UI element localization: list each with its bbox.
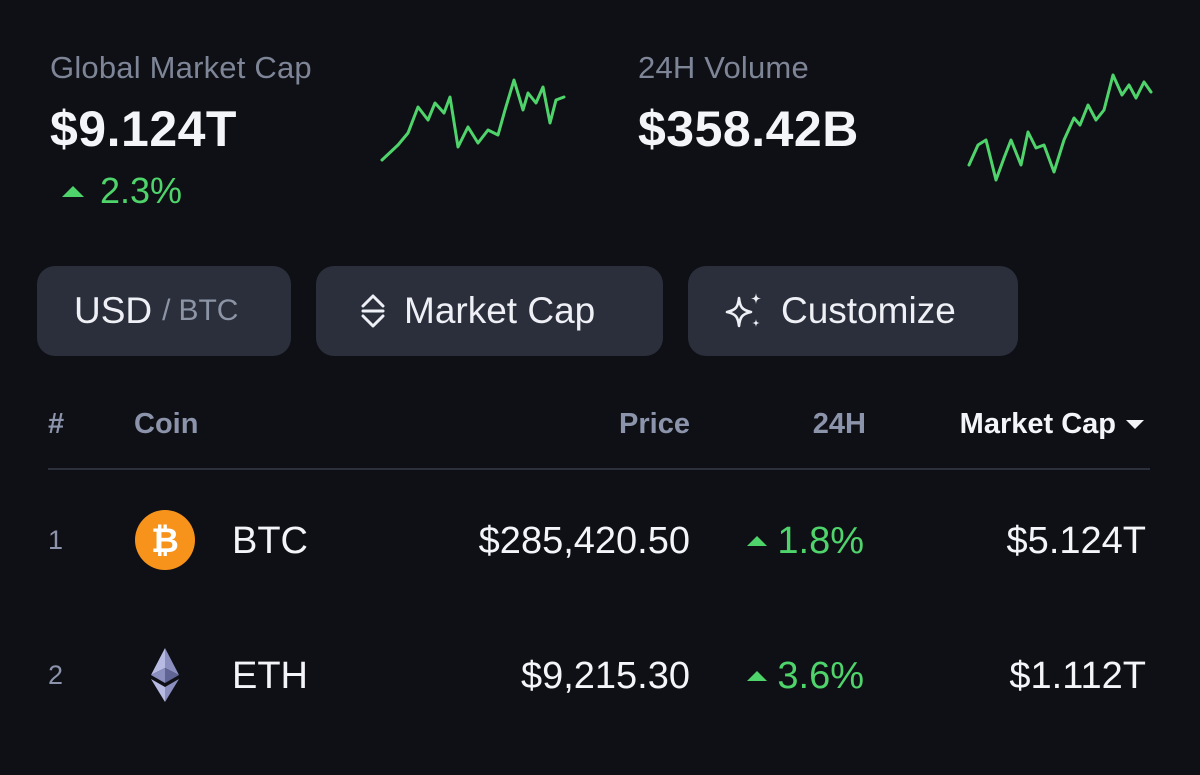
- trend-up-icon: [62, 185, 84, 197]
- sparkle-icon: [725, 293, 761, 328]
- change-cell: 1.8%: [747, 522, 864, 560]
- sort-market-cap-button[interactable]: Market Cap: [316, 266, 663, 356]
- trend-up-icon: [747, 671, 768, 681]
- market-cap-cell: $1.112T: [1009, 655, 1146, 697]
- change-value: 3.6%: [777, 655, 864, 697]
- trend-up-icon: [747, 536, 768, 546]
- change-cell: 3.6%: [747, 657, 864, 695]
- column-header-market-cap-label: Market Cap: [959, 408, 1116, 440]
- market-cap-change: 2.3%: [62, 173, 182, 209]
- table-row[interactable]: 1 ₿ BTC $285,420.50 1.8% $5.124T: [0, 490, 1200, 590]
- rank-cell: 1: [48, 525, 64, 555]
- customize-button[interactable]: Customize: [688, 266, 1018, 356]
- market-cap-sparkline: [380, 78, 566, 162]
- ethereum-icon: [151, 648, 179, 702]
- market-cap-change-value: 2.3%: [100, 170, 183, 211]
- customize-button-label: Customize: [781, 290, 956, 331]
- table-row[interactable]: 2 ETH $9,215.30 3.6% $1.112T: [0, 625, 1200, 725]
- currency-usd-option[interactable]: USD: [74, 290, 153, 331]
- column-header-rank[interactable]: #: [48, 408, 65, 440]
- market-cap-value: $9.124T: [50, 101, 237, 157]
- bitcoin-icon: ₿: [135, 510, 195, 570]
- svg-text:₿: ₿: [151, 521, 179, 561]
- coin-symbol: BTC: [232, 520, 308, 562]
- column-header-price[interactable]: Price: [619, 408, 690, 440]
- market-cap-cell: $5.124T: [1006, 520, 1146, 562]
- price-cell: $9,215.30: [520, 655, 690, 697]
- volume-sparkline: [967, 73, 1153, 182]
- currency-toggle-button[interactable]: USD / BTC: [37, 266, 291, 356]
- change-value: 1.8%: [777, 520, 864, 562]
- column-header-coin[interactable]: Coin: [134, 408, 199, 440]
- column-header-market-cap[interactable]: Market Cap: [960, 410, 1144, 439]
- sort-arrows-icon: [361, 294, 385, 328]
- currency-separator: /: [162, 294, 171, 327]
- coin-symbol: ETH: [232, 655, 308, 697]
- market-cap-label: Global Market Cap: [50, 50, 312, 85]
- volume-value: $358.42B: [638, 101, 859, 157]
- volume-label: 24H Volume: [638, 50, 809, 85]
- sort-descending-icon: [1126, 420, 1144, 429]
- currency-btc-option[interactable]: BTC: [178, 294, 239, 327]
- header-divider: [48, 468, 1150, 470]
- price-cell: $285,420.50: [478, 520, 690, 562]
- rank-cell: 2: [48, 660, 64, 690]
- column-header-24h[interactable]: 24H: [812, 408, 866, 440]
- sort-button-label: Market Cap: [404, 290, 596, 331]
